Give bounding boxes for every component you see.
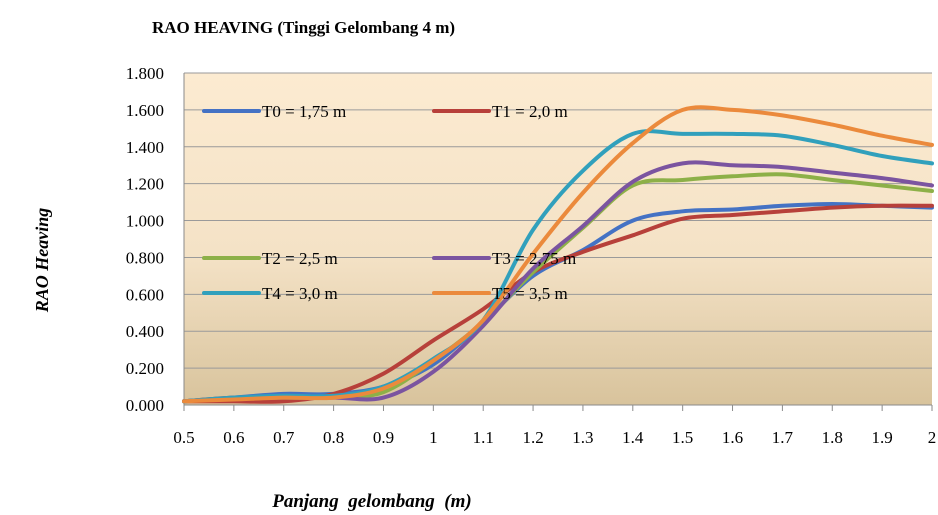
x-tick-label: 0.9	[373, 428, 394, 447]
x-tick-label: 0.5	[173, 428, 194, 447]
x-tick-label: 1	[429, 428, 438, 447]
y-tick-label: 1.600	[126, 101, 164, 120]
x-tick-label: 0.7	[273, 428, 295, 447]
series-lines	[182, 105, 934, 404]
legend-label: T2 = 2,5 m	[262, 249, 338, 268]
series-line-5	[182, 105, 934, 404]
y-tick-label: 0.600	[126, 285, 164, 304]
y-tick-label: 0.800	[126, 248, 164, 267]
x-tick-label: 1.6	[722, 428, 743, 447]
y-tick-label: 1.400	[126, 138, 164, 157]
plot-area	[184, 73, 932, 405]
y-tick-label: 1.000	[126, 212, 164, 231]
x-tick-label: 1.4	[622, 428, 644, 447]
x-tick-label: 1.1	[473, 428, 494, 447]
x-tick-label: 2	[928, 428, 937, 447]
x-tick-label: 1.7	[772, 428, 794, 447]
x-tick-label: 0.6	[223, 428, 244, 447]
x-axis-ticks: 0.5 0.6 0.7 0.8 0.9 1 1.1 1.2 1.3 1.4 1.5 1.6 1.7 1.8…	[173, 405, 936, 447]
legend-label: T5 = 3,5 m	[492, 284, 568, 303]
chart-title: RAO HEAVING (Tinggi Gelombang 4 m)	[152, 18, 455, 37]
x-tick-label: 0.8	[323, 428, 344, 447]
gridlines	[184, 72, 932, 369]
legend-label: T3 = 2,75 m	[492, 249, 576, 268]
y-axis-ticks: 0.000 0.200 0.400 0.600 0.800 1.000 1.200 1.400…	[126, 64, 164, 415]
y-axis-label: RAO Heaving	[32, 208, 52, 314]
x-tick-label: 1.9	[872, 428, 893, 447]
legend-label: T0 = 1,75 m	[262, 102, 346, 121]
y-tick-label: 0.200	[126, 359, 164, 378]
x-tick-label: 1.3	[572, 428, 593, 447]
y-tick-label: 1.800	[126, 64, 164, 83]
y-tick-label: 1.200	[126, 175, 164, 194]
y-tick-label: 0.400	[126, 322, 164, 341]
legend-label: T4 = 3,0 m	[262, 284, 338, 303]
y-tick-label: 0.000	[126, 396, 164, 415]
legend-label: T1 = 2,0 m	[492, 102, 568, 121]
x-tick-label: 1.8	[822, 428, 843, 447]
legend: T0 = 1,75 m T1 = 2,0 m T2 = 2,5 m T3 = 2,75…	[202, 102, 576, 303]
x-axis-label: Panjang gelombang (m)	[271, 491, 472, 512]
x-tick-label: 1.2	[522, 428, 543, 447]
x-tick-label: 1.5	[672, 428, 693, 447]
